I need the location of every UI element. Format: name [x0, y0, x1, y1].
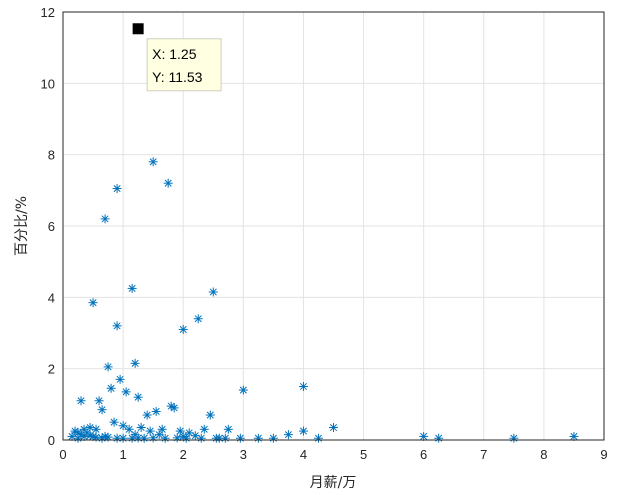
- data-point: [97, 405, 107, 415]
- y-tick-labels: 0 2 4 6 8 10 12: [41, 5, 55, 448]
- data-point: [298, 382, 308, 391]
- data-point: [79, 431, 89, 441]
- datatip-marker[interactable]: [132, 23, 144, 35]
- data-point: [205, 410, 215, 420]
- data-point: [145, 426, 155, 436]
- data-point: [106, 383, 116, 393]
- data-point: [91, 424, 101, 434]
- data-point: [172, 433, 182, 443]
- x-tick-label: 7: [480, 447, 487, 462]
- data-point: [148, 157, 158, 167]
- data-point: [85, 431, 95, 441]
- data-point: [76, 396, 86, 406]
- y-tick-label: 0: [48, 433, 55, 448]
- data-point: [73, 433, 83, 443]
- data-point: [115, 374, 125, 384]
- data-point: [253, 433, 263, 443]
- data-point: [509, 433, 519, 443]
- data-point: [434, 433, 444, 443]
- y-axis-label: 百分比/%: [14, 196, 30, 256]
- x-tick-label: 2: [180, 447, 187, 462]
- datatip-y-text: Y: 11.53: [152, 69, 203, 85]
- x-tick-labels: 0 1 2 3 4 5 6 7 8 9: [59, 447, 607, 462]
- datatip-x-text: X: 1.25: [152, 46, 197, 62]
- data-point: [133, 392, 143, 402]
- x-tick-label: 3: [240, 447, 247, 462]
- data-point: [163, 178, 173, 188]
- x-axis-label: 月薪/万: [310, 475, 357, 491]
- y-tick-label: 10: [41, 76, 55, 91]
- x-tick-label: 4: [300, 447, 307, 462]
- data-point: [136, 423, 146, 433]
- data-point: [154, 430, 164, 440]
- data-point: [121, 387, 131, 397]
- x-tick-label: 5: [360, 447, 367, 462]
- data-point: [88, 298, 98, 308]
- x-tick-label: 8: [540, 447, 547, 462]
- x-tick-label: 0: [59, 447, 66, 462]
- data-point: [268, 433, 278, 443]
- data-point: [569, 431, 579, 441]
- data-point: [97, 433, 107, 443]
- y-tick-label: 4: [48, 290, 55, 305]
- data-point: [196, 433, 206, 443]
- data-point: [103, 362, 113, 372]
- data-point: [208, 287, 218, 297]
- data-point: [139, 433, 149, 443]
- data-point: [127, 283, 137, 293]
- data-points: [67, 157, 579, 443]
- data-point: [94, 396, 104, 406]
- data-point: [220, 433, 230, 443]
- data-point: [419, 431, 429, 441]
- data-point: [181, 433, 191, 443]
- data-point: [112, 184, 122, 194]
- data-point: [160, 433, 170, 443]
- data-point: [193, 314, 203, 324]
- data-point: [118, 433, 128, 443]
- data-point: [298, 426, 308, 436]
- data-point: [199, 424, 209, 434]
- data-point: [118, 421, 128, 431]
- data-point: [235, 433, 245, 443]
- datatip-box: [146, 38, 222, 92]
- y-tick-label: 8: [48, 148, 55, 163]
- x-tick-label: 1: [119, 447, 126, 462]
- data-point: [151, 406, 161, 416]
- data-point: [142, 410, 152, 420]
- data-point: [91, 432, 101, 442]
- data-point: [223, 424, 233, 434]
- y-tick-label: 2: [48, 362, 55, 377]
- x-tick-label: 9: [600, 447, 607, 462]
- y-tick-label: 6: [48, 219, 55, 234]
- data-point: [238, 385, 248, 395]
- data-point: [109, 417, 119, 427]
- y-tick-label: 12: [41, 5, 55, 20]
- data-point: [124, 424, 134, 434]
- datatip[interactable]: X: 1.25 Y: 11.53: [132, 23, 222, 92]
- plot-frame: [62, 11, 605, 441]
- data-point: [148, 433, 158, 443]
- data-point: [100, 214, 110, 224]
- data-point: [329, 423, 338, 433]
- x-tick-label: 6: [420, 447, 427, 462]
- data-point: [130, 358, 140, 368]
- grid-lines: [63, 12, 604, 440]
- data-point: [313, 433, 323, 443]
- data-point: [283, 430, 293, 440]
- data-point: [178, 324, 188, 334]
- data-point: [169, 403, 179, 413]
- data-point: [112, 321, 122, 331]
